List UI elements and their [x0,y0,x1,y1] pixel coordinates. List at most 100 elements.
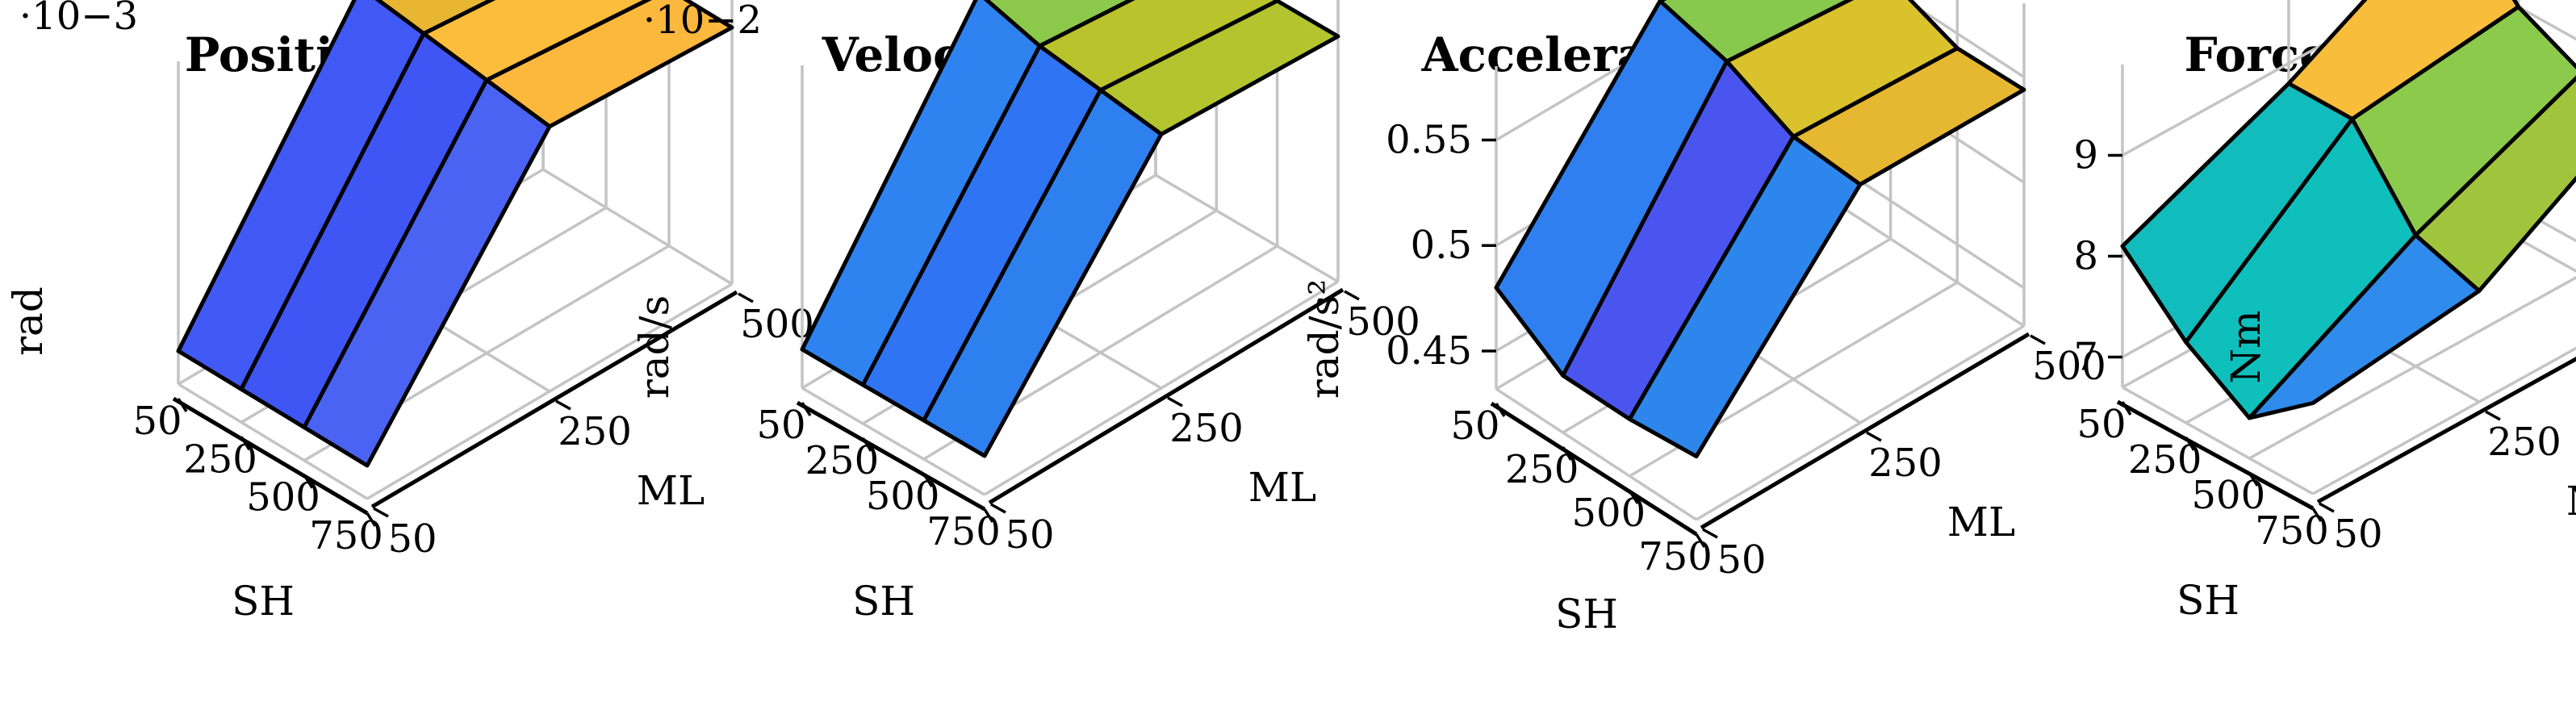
sh-tick-mark [366,512,377,527]
ml-axis-label: ML [637,467,705,514]
sh-tick-label: 250 [805,438,880,483]
z-axis-label: Nm [2223,310,2269,383]
sh-tick-label: 50 [756,403,805,448]
sh-axis-line [1490,401,1698,537]
sh-tick-mark [1695,533,1706,548]
panel-1: Position error502505007505025050046·10−3… [5,0,814,625]
ml-axis-line [988,287,1344,505]
surface-patch-sh2-ml0 [302,77,552,468]
ml-tick-label: 50 [2333,512,2382,557]
grid-line [542,168,733,286]
sh-axis-label: SH [852,578,915,625]
ml-tick-mark [1702,528,1718,539]
sh-tick-label: 750 [2255,508,2329,554]
sh-tick-label: 50 [1450,403,1499,449]
ml-tick-mark [373,507,389,518]
ml-axis-label: ML [1248,464,1316,511]
z-axis-label: rad [5,286,52,356]
grid-line [1495,387,1697,521]
sh-tick-label: 750 [309,513,383,558]
sh-tick-mark [983,508,994,523]
sh-tick-mark [1628,490,1639,504]
ml-tick-mark [1866,431,1882,442]
sh-tick-label: 50 [2076,402,2126,447]
sh-tick-mark [922,473,934,487]
z-tick-label: 8 [2073,234,2098,279]
ml-tick-mark [2319,502,2335,513]
ml-tick-label: 50 [387,516,437,562]
sh-tick-label: 250 [2128,437,2202,483]
sh-tick-mark [2311,508,2323,522]
sh-tick-mark [240,436,251,451]
sh-axis-line [2116,399,2315,511]
grid-line [801,387,985,496]
sh-tick-label: 250 [183,437,257,482]
surface-patch-sh2-ml0 [922,88,1164,458]
sh-tick-label: 500 [866,474,940,519]
sh-tick-mark [1562,446,1573,461]
sh-tick-mark [801,402,812,416]
sh-tick-mark [303,474,314,489]
sh-axis-label: SH [2177,577,2239,624]
grid-line [1495,0,2025,142]
sh-axis-line [796,400,986,512]
grid-line [1823,194,2025,328]
ml-tick-label: 250 [2487,420,2561,465]
ml-tick-label: 250 [558,409,632,454]
z-tick-label: 7 [2073,335,2098,380]
sh-tick-label: 50 [132,399,182,444]
ml-tick-label: 250 [1169,406,1244,451]
z-scale-label: ·10−3 [19,0,138,39]
grid-line [2122,386,2314,495]
sh-tick-mark [2185,437,2196,451]
ml-axis-label: ML [1947,499,2015,545]
z-scale-label: ·10−2 [643,0,762,43]
z-axis-label: rad/s [631,295,678,399]
sh-tick-mark [2121,401,2132,416]
ml-axis-line [1700,332,2030,530]
ml-tick-label: 50 [1717,537,1766,583]
sh-tick-label: 500 [2192,473,2266,518]
grid-line [1155,173,1339,283]
z-tick-label: 9 [2073,133,2098,178]
sh-tick-mark [861,437,872,452]
ml-tick-mark [1344,290,1360,301]
ml-tick-label: 250 [1868,441,1942,486]
ml-tick-mark [990,503,1006,514]
ml-tick-label: 500 [2032,344,2106,389]
ml-axis-line [2316,357,2576,504]
ml-axis-label: ML [2566,478,2576,524]
sh-tick-label: 750 [926,509,1001,554]
sh-tick-mark [2248,472,2259,487]
grid-line [178,382,368,500]
z-tick-label: 0.5 [1411,223,1472,268]
ml-tick-mark [738,292,754,303]
ml-tick-mark [555,399,571,411]
z-tick-label: 0.45 [1386,328,1472,374]
panel-4: Force error5025050075050250500789SHMLNm [2073,0,2576,624]
sh-tick-label: 750 [1638,534,1712,579]
ml-tick-label: 500 [1346,299,1420,345]
ml-tick-label: 50 [1005,512,1054,558]
grid-line [2122,0,2576,157]
panel-3: Acceleration error50250500750502505000.4… [1301,0,2106,637]
sh-tick-label: 500 [1572,491,1646,536]
sh-tick-label: 500 [246,475,320,520]
z-tick-label: 0.55 [1386,118,1472,163]
sh-tick-mark [1495,403,1506,417]
sh-tick-label: 250 [1505,447,1579,492]
sh-axis-label: SH [232,578,295,625]
panel-2: Velocity error502505007505025050046·10−2… [631,0,1420,625]
ml-tick-mark [2030,334,2046,345]
z-axis-label: rad/s² [1301,279,1348,399]
ml-tick-mark [2485,410,2501,421]
sh-axis-label: SH [1555,591,1618,637]
sh-axis-line [172,396,369,516]
sh-tick-mark [177,398,188,412]
surface-patch-sh2-ml0 [2247,233,2482,420]
surface-patch-sh2-ml0 [1627,134,1863,459]
ml-tick-mark [1167,396,1183,407]
ml-axis-line [370,290,738,509]
